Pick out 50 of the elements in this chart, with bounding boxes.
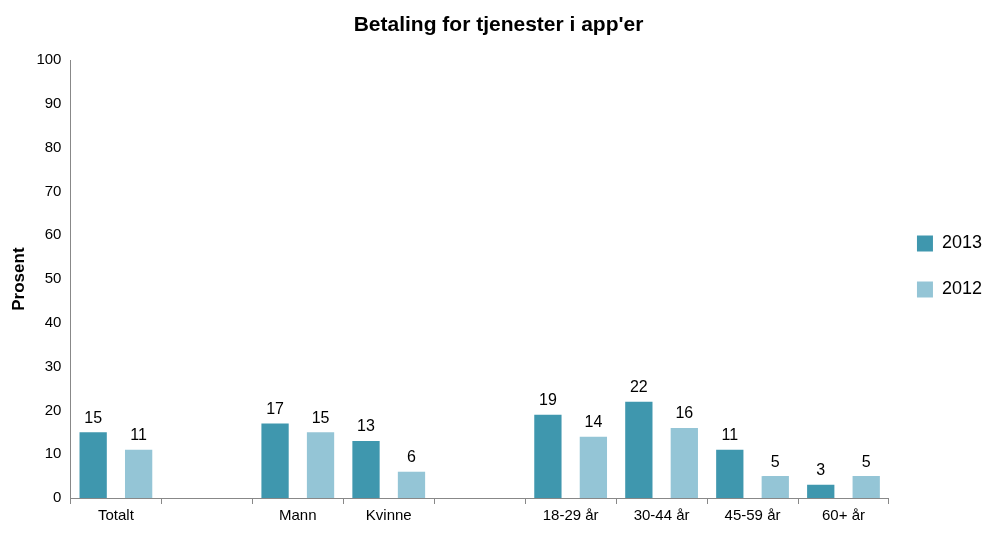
- bar: [716, 449, 744, 498]
- x-tick-label: Mann: [279, 506, 317, 524]
- data-label: 16: [675, 404, 694, 422]
- data-label: 11: [130, 426, 148, 444]
- data-label: 22: [629, 378, 648, 396]
- bar: [352, 441, 380, 498]
- legend-label: 2013: [941, 232, 982, 253]
- bar: [306, 432, 335, 498]
- x-tick-label: 18-29 år: [542, 506, 599, 524]
- bar: [397, 471, 426, 498]
- bar: [261, 423, 289, 498]
- y-tick-label: 100: [36, 50, 62, 68]
- x-tick-label: 30-44 år: [633, 506, 690, 524]
- y-tick-label: 20: [44, 400, 62, 418]
- data-label: 3: [816, 461, 826, 479]
- y-tick-label: 0: [53, 488, 62, 506]
- bar: [670, 427, 698, 498]
- data-label: 19: [539, 391, 557, 409]
- data-label: 5: [861, 452, 871, 470]
- data-label: 11: [721, 426, 739, 444]
- bar: [534, 414, 562, 498]
- y-tick-label: 40: [44, 313, 62, 331]
- bar: [79, 432, 107, 498]
- bar: [852, 476, 880, 498]
- y-tick-label: 30: [44, 356, 62, 374]
- bar: [761, 476, 789, 498]
- y-axis-title: Prosent: [8, 247, 28, 311]
- data-label: 13: [357, 417, 376, 435]
- bar: [125, 449, 153, 498]
- y-tick-label: 90: [44, 94, 62, 112]
- data-label: 17: [266, 399, 285, 417]
- bar: [807, 484, 835, 498]
- x-tick-label: 60+ år: [822, 506, 865, 524]
- y-tick-label: 80: [44, 137, 62, 155]
- y-tick-label: 10: [44, 444, 62, 462]
- data-label: 6: [407, 448, 417, 466]
- data-label: 5: [770, 452, 780, 470]
- data-label: 15: [311, 408, 330, 426]
- data-label: 15: [84, 408, 103, 426]
- bar: [579, 436, 608, 498]
- chart-title: Betaling for tjenester i app'er: [353, 12, 644, 36]
- legend-label: 2012: [941, 278, 982, 299]
- data-label: 14: [584, 413, 603, 431]
- bar: [625, 401, 653, 498]
- y-tick-label: 50: [44, 269, 62, 287]
- x-tick-label: Totalt: [97, 506, 135, 524]
- x-tick-label: 45-59 år: [724, 506, 781, 524]
- y-tick-label: 60: [44, 225, 62, 243]
- y-tick-label: 70: [44, 181, 62, 199]
- x-tick-label: Kvinne: [365, 506, 412, 524]
